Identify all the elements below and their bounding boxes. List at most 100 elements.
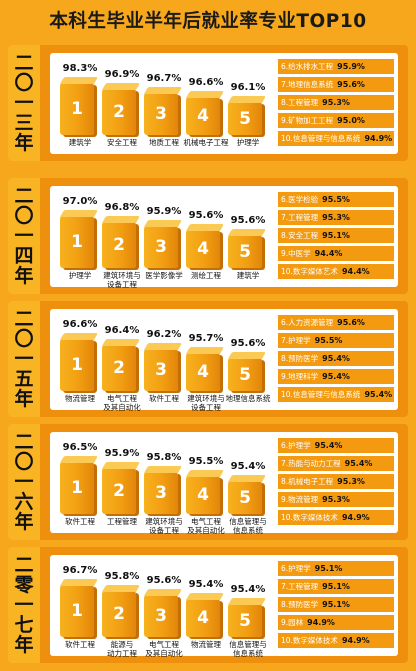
year-label: 二〇一五年	[8, 301, 40, 417]
rate-value: 96.8%	[104, 202, 140, 213]
major-label: 8.机械电子工程	[281, 477, 334, 486]
ranking-card: 96.7% 1 软件工程 95.8% 2 能源与 动力工程 95.6% 3 电气工程 及其自动化 95…	[50, 555, 398, 658]
major-name: 建筑环境与 设备工程	[103, 271, 141, 289]
major-label: 9.矿物加工工程	[281, 116, 334, 125]
major-name: 信息管理与 信息系统	[229, 517, 267, 535]
rank-list-item: 10.信息管理与信息系统 95.4%	[278, 387, 394, 402]
major-name: 护理学	[236, 138, 260, 147]
rank-number: 1	[71, 232, 83, 252]
rate-value: 95.9%	[337, 62, 365, 71]
rank-list-item: 8.工程管理 95.3%	[278, 95, 394, 110]
major-label: 6.医学检验	[281, 195, 319, 204]
rank-list: 6.护理学 95.1% 7.工程管理 95.1% 8.预防医学 95.1% 9.园林 94.9…	[278, 561, 394, 651]
major-name: 建筑环境与 设备工程	[145, 517, 183, 535]
major-name: 地理信息系统	[225, 394, 271, 403]
year-char: 一	[14, 92, 34, 114]
rank-block: 3	[144, 349, 178, 391]
year-char: 六	[14, 491, 34, 513]
rank-list-item: 6.医学检验 95.5%	[278, 192, 394, 207]
rate-value: 95.1%	[322, 582, 350, 591]
rate-value: 95.4%	[364, 390, 393, 399]
rank-number: 3	[155, 606, 167, 626]
rank-number: 2	[113, 235, 125, 255]
major-name: 医学影像学	[145, 271, 183, 280]
year-char: 〇	[14, 205, 34, 227]
rank-number: 4	[197, 239, 209, 259]
rate-value: 95.4%	[314, 441, 343, 450]
year-panel: 二〇一六年 96.5% 1 软件工程 95.9% 2 工程管理 95.8% 3 建筑环境与 设备工程…	[8, 424, 408, 540]
rate-value: 95.6%	[230, 215, 266, 226]
major-name: 电气工程 及其自动化	[145, 640, 183, 658]
year-char: 〇	[14, 451, 34, 473]
major-label: 8.预防医学	[281, 600, 319, 609]
rank-list-item: 6.护理学 95.1%	[278, 561, 394, 576]
rank-list-item: 9.园林 94.9%	[278, 615, 394, 630]
rate-value: 96.1%	[230, 82, 266, 93]
rate-value: 95.9%	[104, 448, 140, 459]
rank-list-item: 7.护理学 95.5%	[278, 333, 394, 348]
rank-block: 3	[144, 93, 178, 135]
rate-value: 95.4%	[344, 459, 373, 468]
major-name: 电气工程 及其自动化	[103, 394, 141, 412]
year-label: 二〇一四年	[8, 178, 40, 294]
ranking-card: 97.0% 1 护理学 96.8% 2 建筑环境与 设备工程 95.9% 3 医学影像学 95.6%…	[50, 186, 398, 289]
rank-block: 5	[228, 102, 262, 135]
rank-list: 6.医学检验 95.5% 7.工程管理 95.3% 8.安全工程 95.1% 9.中医学 94…	[278, 192, 394, 282]
rank-block: 3	[144, 226, 178, 268]
rate-value: 95.9%	[146, 206, 182, 217]
rank-number: 4	[197, 106, 209, 126]
year-char: 零	[14, 574, 34, 596]
rate-value: 96.5%	[62, 442, 98, 453]
ranking-card: 96.5% 1 软件工程 95.9% 2 工程管理 95.8% 3 建筑环境与 设备工程 95.5%…	[50, 432, 398, 535]
rank-block: 5	[228, 235, 262, 268]
rank-list: 6.给水排水工程 95.9% 7.地理信息系统 95.6% 8.工程管理 95.3% 9.矿…	[278, 59, 394, 149]
year-char: 五	[14, 368, 34, 390]
rank-list-item: 9.中医学 94.4%	[278, 246, 394, 261]
major-name: 机械电子工程	[183, 138, 229, 147]
major-name: 信息管理与 信息系统	[229, 640, 267, 658]
major-label: 6.给水排水工程	[281, 62, 334, 71]
rank-block: 2	[102, 89, 136, 135]
year-label: 二〇一三年	[8, 45, 40, 161]
year-char: 二	[14, 308, 34, 330]
rate-value: 95.6%	[337, 80, 365, 89]
major-label: 10.数字媒体技术	[281, 513, 338, 522]
rate-value: 95.6%	[146, 575, 182, 586]
rank-number: 3	[155, 483, 167, 503]
major-name: 测绘工程	[191, 271, 221, 280]
rank-list-item: 7.工程管理 95.1%	[278, 579, 394, 594]
year-char: 年	[14, 634, 34, 656]
rank-block: 5	[228, 358, 262, 391]
rate-value: 95.4%	[230, 461, 266, 472]
major-name: 地质工程	[149, 138, 179, 147]
year-char: 二	[14, 52, 34, 74]
rank-block: 4	[186, 230, 220, 268]
rate-value: 95.6%	[337, 318, 365, 327]
rate-value: 95.0%	[337, 116, 365, 125]
page-title: 本科生毕业半年后就业率专业TOP10	[49, 11, 367, 32]
major-name: 工程管理	[107, 517, 137, 526]
year-char: 三	[14, 112, 34, 134]
rank-block: 1	[60, 216, 94, 268]
rank-number: 2	[113, 102, 125, 122]
rank-list-item: 8.安全工程 95.1%	[278, 228, 394, 243]
rate-value: 95.6%	[188, 210, 224, 221]
rank-number: 5	[239, 241, 251, 262]
rate-value: 95.3%	[337, 477, 365, 486]
rank-number: 1	[71, 601, 83, 621]
major-label: 7.工程管理	[281, 213, 319, 222]
rate-value: 95.5%	[314, 336, 343, 345]
rank-list-item: 10.信息管理与信息系统 94.9%	[278, 131, 394, 146]
rate-value: 95.6%	[230, 338, 266, 349]
rank-block: 3	[144, 472, 178, 514]
year-char: 年	[14, 511, 34, 533]
major-name: 电气工程 及其自动化	[187, 517, 225, 535]
year-char: 年	[14, 388, 34, 410]
major-label: 10.信息管理与信息系统	[281, 134, 361, 143]
rate-value: 98.3%	[62, 63, 98, 74]
major-name: 安全工程	[107, 138, 137, 147]
rank-number: 2	[113, 481, 125, 501]
rank-number: 3	[155, 104, 167, 124]
rate-value: 95.4%	[322, 354, 350, 363]
year-char: 年	[14, 132, 34, 154]
